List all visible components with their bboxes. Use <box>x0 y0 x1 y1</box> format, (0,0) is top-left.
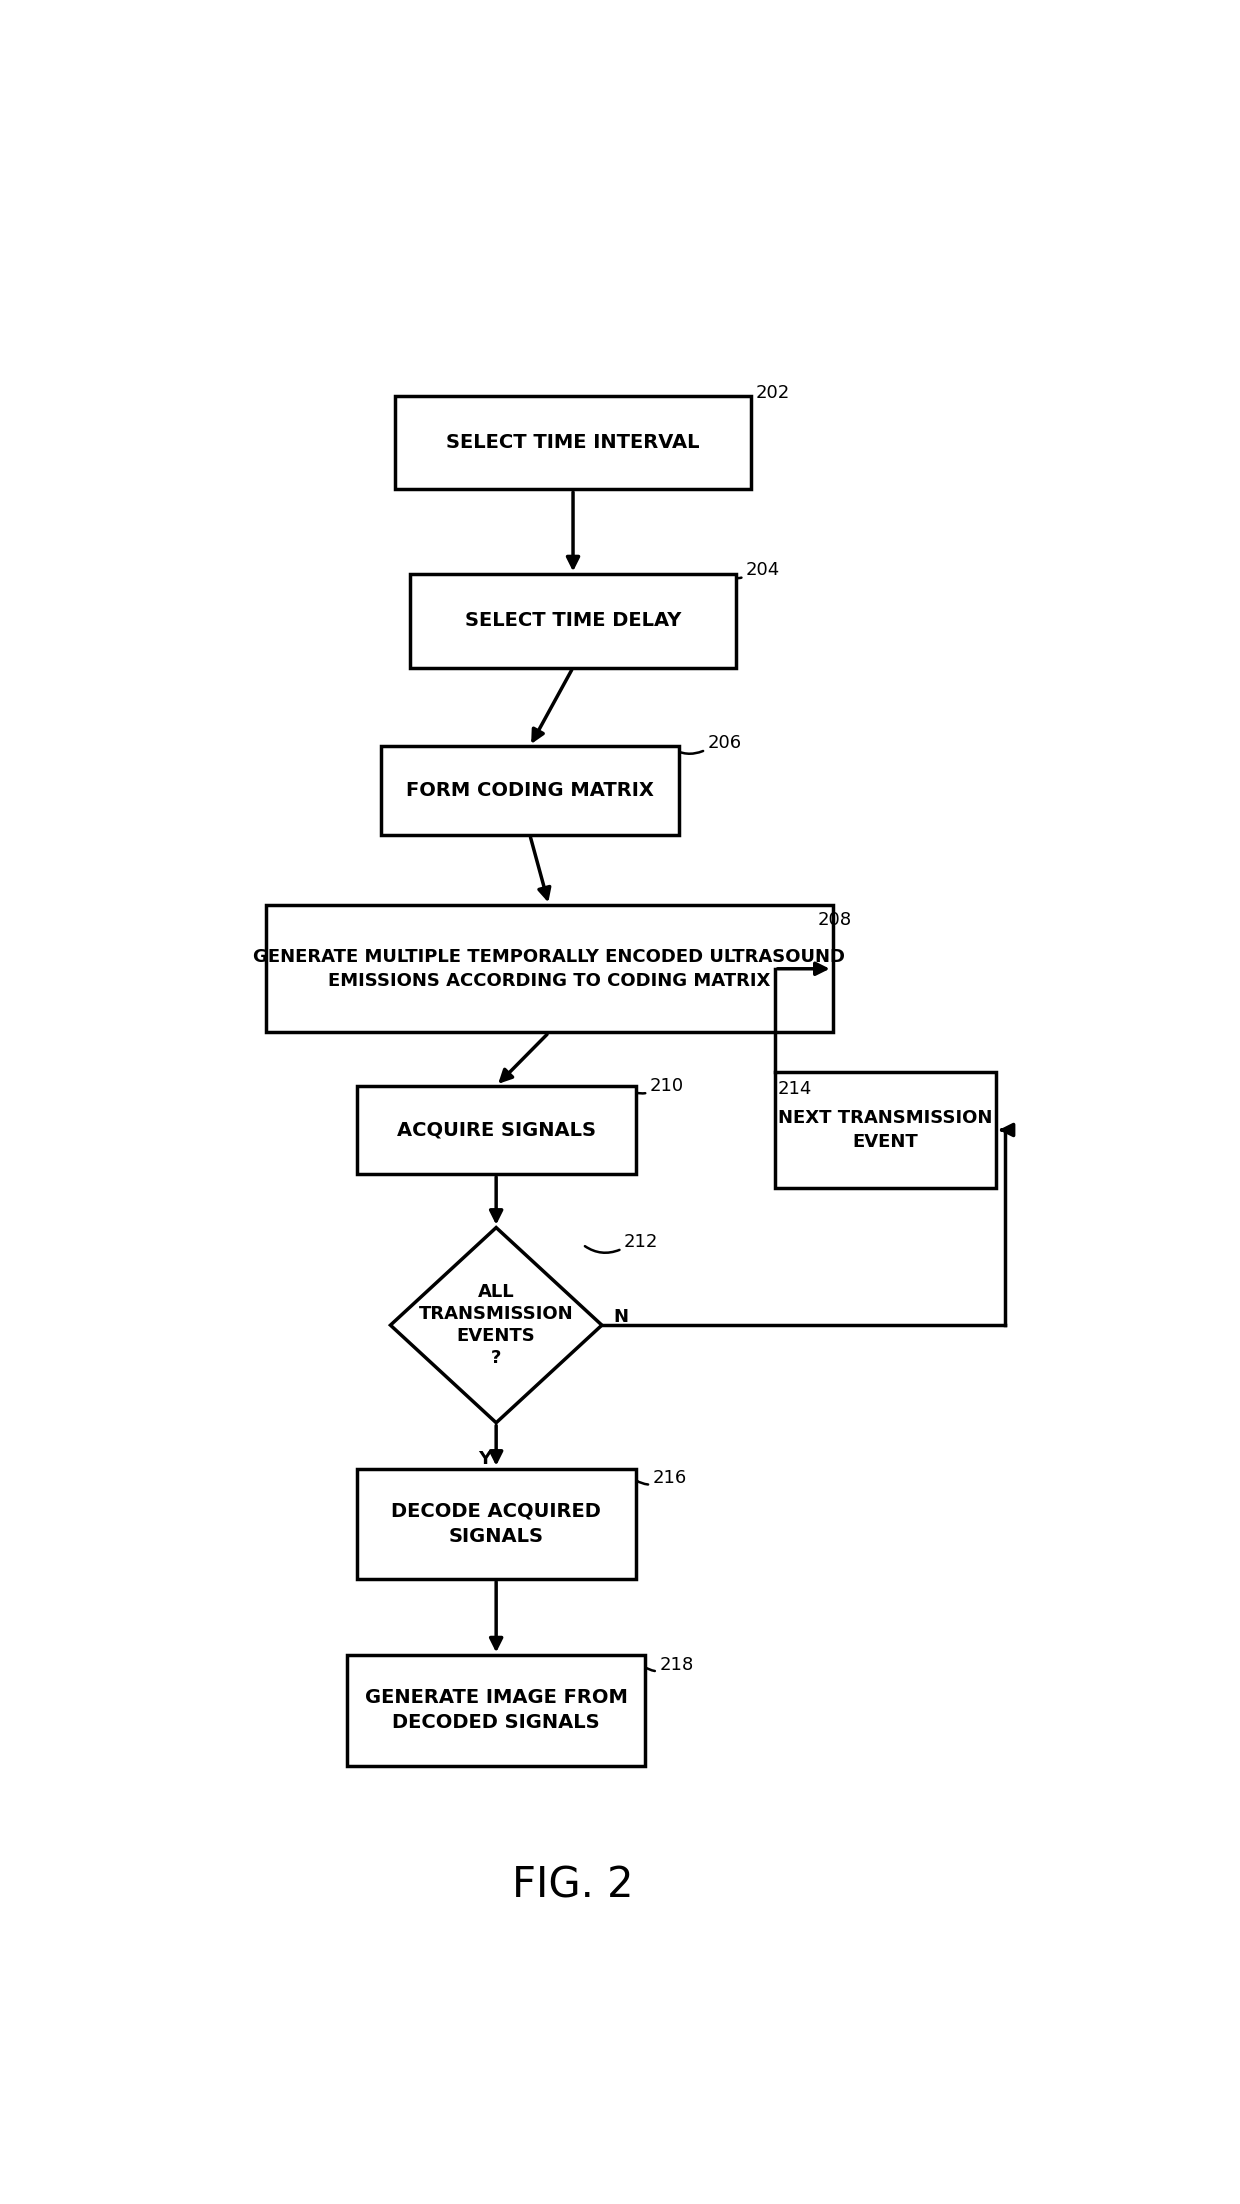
Text: 214: 214 <box>777 1080 812 1098</box>
Text: 218: 218 <box>660 1655 693 1673</box>
Text: FIG. 2: FIG. 2 <box>512 1865 634 1906</box>
Text: 202: 202 <box>755 383 790 403</box>
Polygon shape <box>391 1228 601 1424</box>
FancyBboxPatch shape <box>396 397 751 489</box>
FancyBboxPatch shape <box>347 1655 645 1765</box>
FancyBboxPatch shape <box>381 747 678 835</box>
Text: FORM CODING MATRIX: FORM CODING MATRIX <box>405 780 653 800</box>
Text: N: N <box>614 1307 629 1325</box>
Text: GENERATE MULTIPLE TEMPORALLY ENCODED ULTRASOUND
EMISSIONS ACCORDING TO CODING MA: GENERATE MULTIPLE TEMPORALLY ENCODED ULT… <box>253 948 844 990</box>
Text: 212: 212 <box>624 1232 658 1252</box>
Text: 210: 210 <box>650 1078 684 1095</box>
FancyBboxPatch shape <box>357 1468 635 1578</box>
Text: 208: 208 <box>818 910 852 928</box>
FancyBboxPatch shape <box>265 906 832 1031</box>
Text: ALL
TRANSMISSION
EVENTS
?: ALL TRANSMISSION EVENTS ? <box>419 1283 573 1366</box>
Text: DECODE ACQUIRED
SIGNALS: DECODE ACQUIRED SIGNALS <box>391 1501 601 1545</box>
Text: SELECT TIME INTERVAL: SELECT TIME INTERVAL <box>446 434 699 452</box>
Text: 204: 204 <box>746 562 780 580</box>
Text: NEXT TRANSMISSION
EVENT: NEXT TRANSMISSION EVENT <box>779 1109 992 1150</box>
FancyBboxPatch shape <box>357 1087 635 1175</box>
Text: Y: Y <box>479 1450 491 1468</box>
Text: SELECT TIME DELAY: SELECT TIME DELAY <box>465 611 681 630</box>
Text: GENERATE IMAGE FROM
DECODED SIGNALS: GENERATE IMAGE FROM DECODED SIGNALS <box>365 1688 627 1732</box>
Text: ACQUIRE SIGNALS: ACQUIRE SIGNALS <box>397 1120 595 1139</box>
Text: 206: 206 <box>708 734 742 752</box>
FancyBboxPatch shape <box>409 575 737 668</box>
Text: 216: 216 <box>652 1468 687 1488</box>
FancyBboxPatch shape <box>775 1073 996 1188</box>
